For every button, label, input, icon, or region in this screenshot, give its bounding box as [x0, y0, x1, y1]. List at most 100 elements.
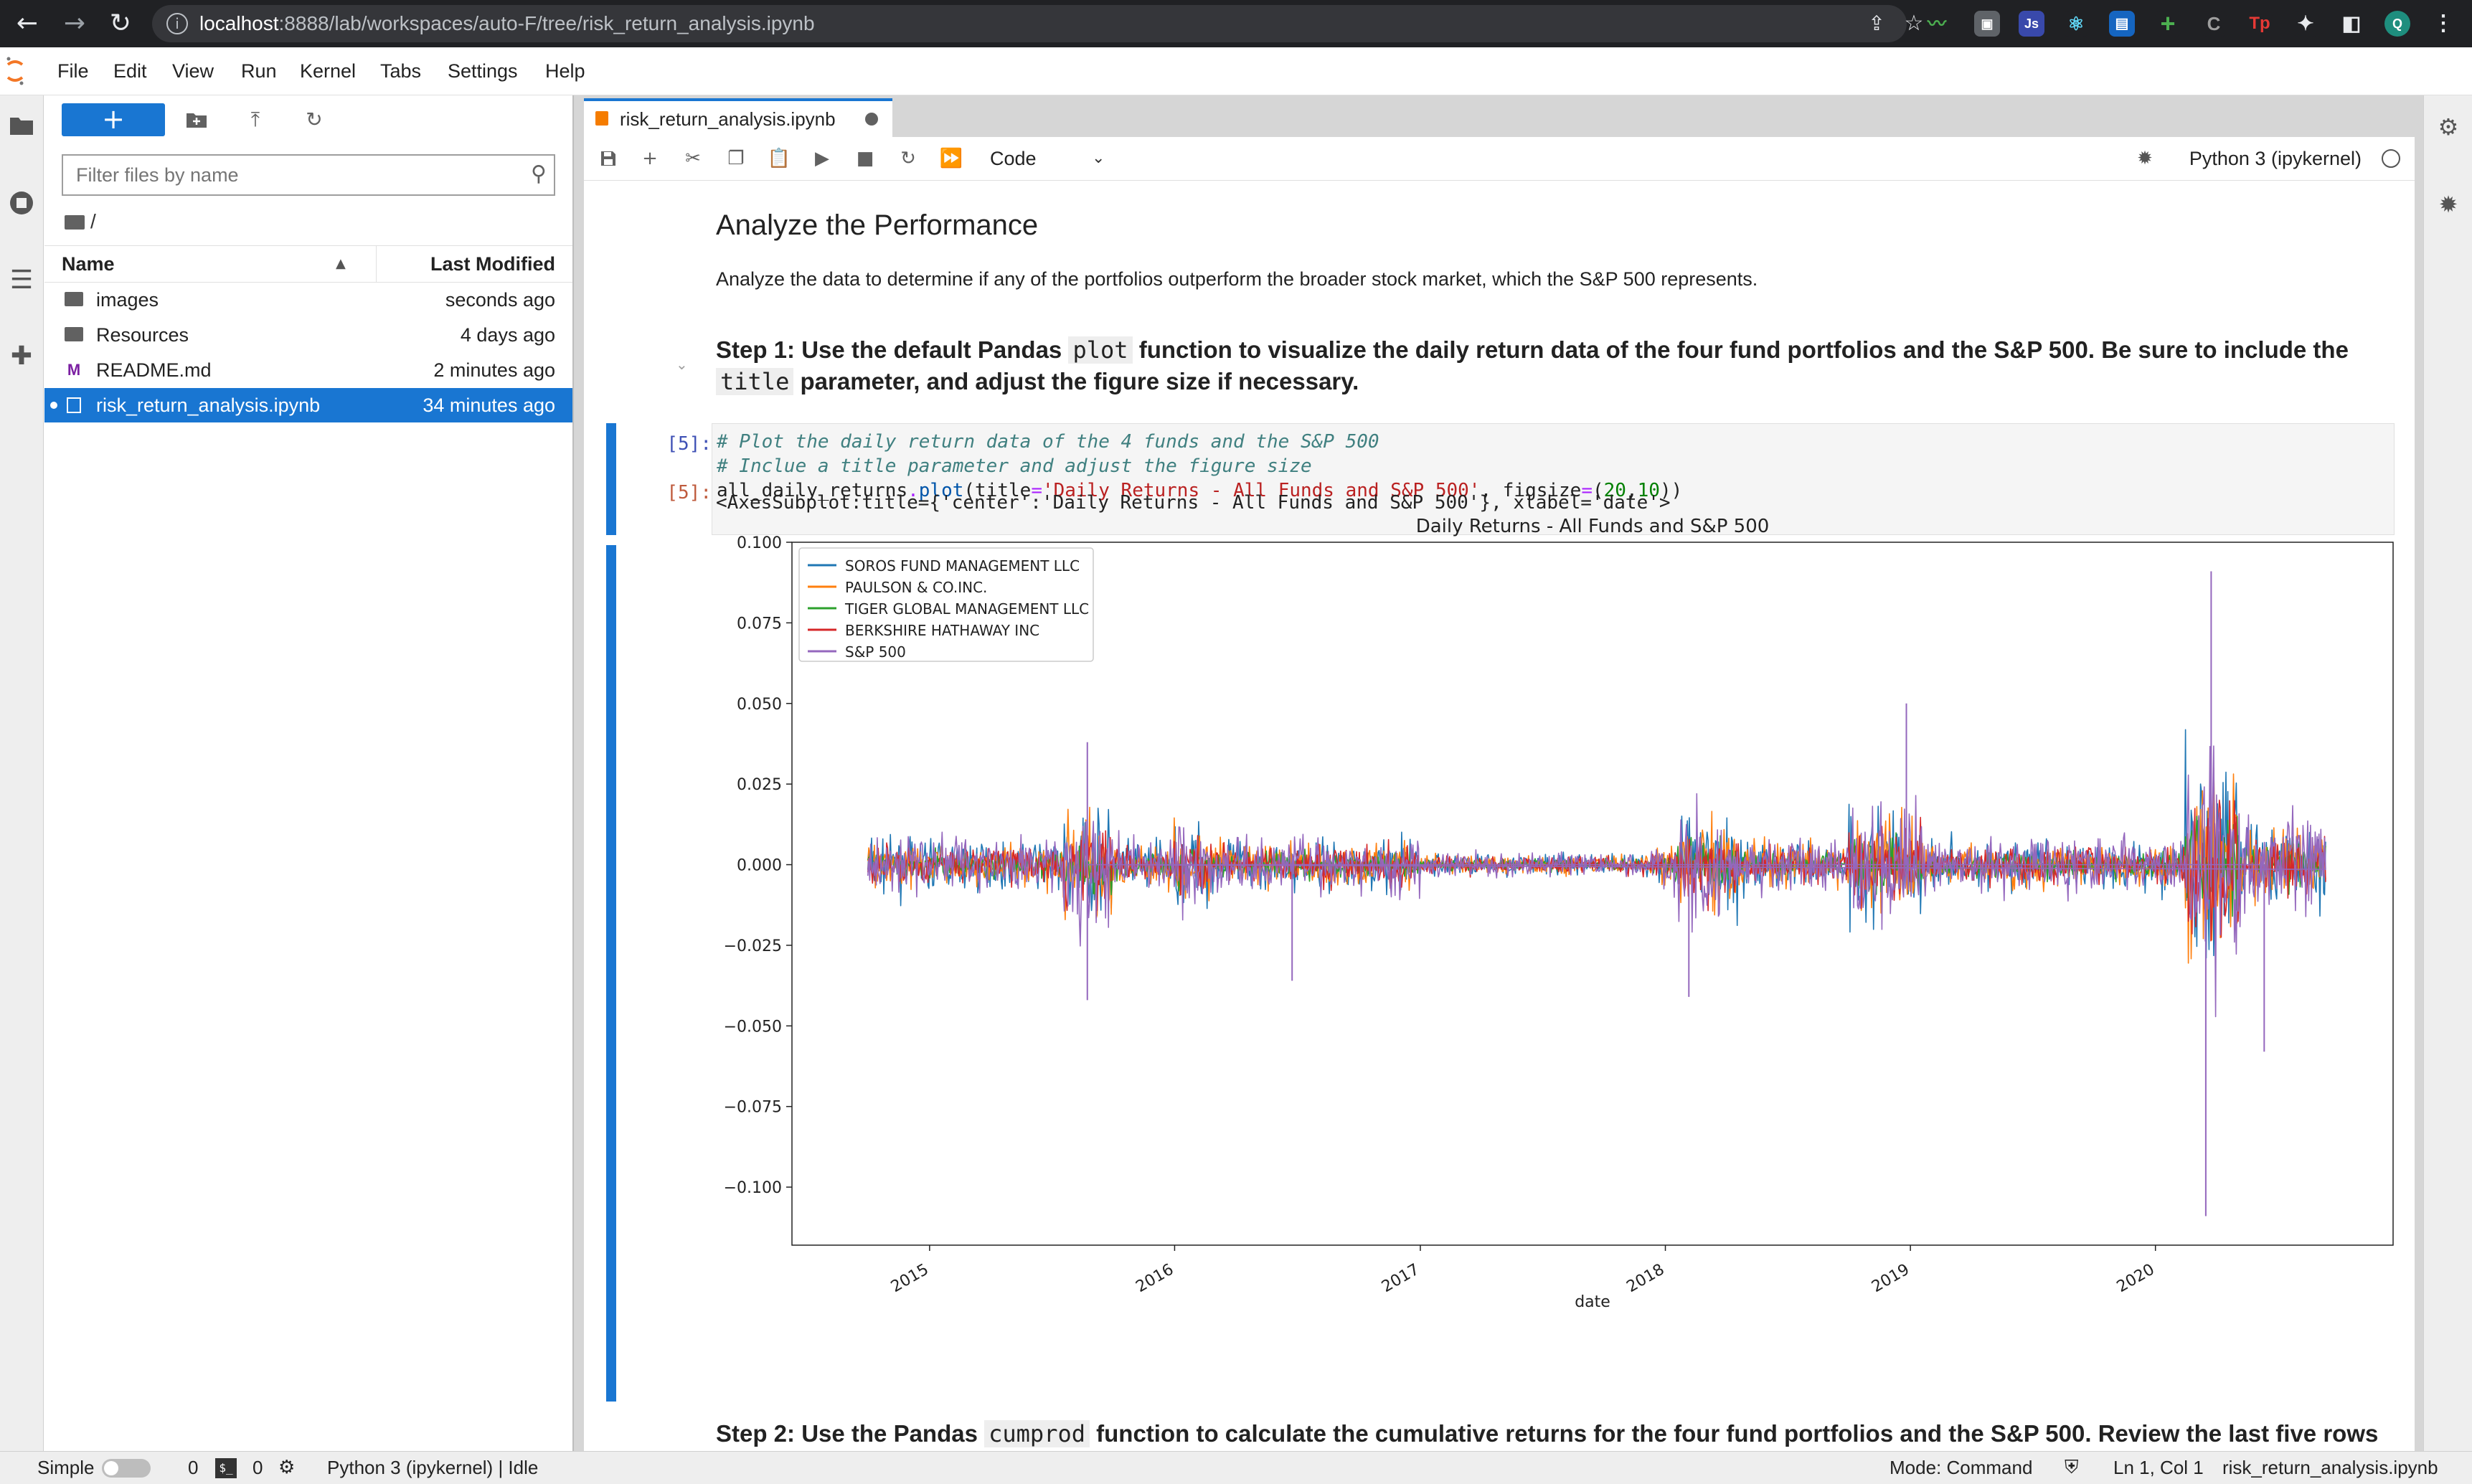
extension-capture-icon[interactable]: ▣ [1974, 11, 2000, 37]
file-name: images [96, 289, 159, 311]
column-last-modified[interactable]: Last Modified [430, 253, 555, 275]
stop-icon[interactable]: ■ [856, 148, 874, 169]
breadcrumb[interactable]: / [65, 206, 96, 237]
kernel-name[interactable]: Python 3 (ipykernel) [2189, 148, 2362, 169]
menu-view[interactable]: View [172, 60, 214, 82]
file-list-header: Name ▲ Last Modified [44, 245, 572, 283]
simple-mode-label: Simple [37, 1457, 95, 1478]
menu-kernel[interactable]: Kernel [300, 60, 357, 82]
forward-icon[interactable]: → [63, 9, 86, 38]
filter-files-input[interactable] [63, 156, 508, 194]
reload-icon[interactable]: ↻ [109, 9, 132, 38]
chart-title: Daily Returns - All Funds and S&P 500 [1416, 516, 1770, 537]
markdown-file-icon: M [67, 361, 81, 379]
extensions-puzzle-icon[interactable]: ✦ [2293, 11, 2318, 37]
filter-files-field[interactable]: ⚲ [62, 154, 555, 196]
legend-label: BERKSHIRE HATHAWAY INC [845, 622, 1039, 639]
insert-cell-icon[interactable]: + [642, 148, 658, 169]
terminals-count[interactable]: 0 [188, 1457, 199, 1478]
cell-collapser-input[interactable] [606, 423, 616, 535]
code-token: (title [963, 480, 1032, 501]
right-sidebar-tabs: ⚙ ✹ [2423, 95, 2472, 1451]
cursor-position[interactable]: Ln 1, Col 1 [2113, 1457, 2204, 1478]
address-bar[interactable]: i localhost:8888/lab/workspaces/auto-F/t… [152, 5, 1923, 42]
unsaved-dot-icon[interactable] [865, 113, 878, 126]
debugger-panel-icon[interactable]: ✹ [2438, 191, 2458, 218]
new-folder-icon[interactable] [182, 105, 211, 134]
share-icon[interactable]: ⇪ [1868, 11, 1885, 35]
extension-react-icon[interactable]: ⚛ [2063, 11, 2089, 37]
refresh-icon[interactable]: ↻ [306, 108, 323, 131]
plot-frame [791, 542, 2394, 1246]
y-tick-label: 0.100 [737, 534, 782, 552]
profile-avatar[interactable]: Q [2384, 11, 2410, 37]
file-row-images[interactable]: images seconds ago [44, 283, 572, 317]
new-launcher-button[interactable]: + [62, 103, 165, 136]
kernel-status-text[interactable]: Python 3 (ipykernel) | Idle [327, 1457, 539, 1478]
file-browser-panel: + ⤒ ↻ ⚲ / Name ▲ Last Modified images se… [44, 95, 574, 1451]
menu-file[interactable]: File [57, 60, 89, 82]
terminal-icon[interactable]: $_ [215, 1458, 237, 1478]
browser-menu-icon[interactable]: ⋮ [2430, 11, 2456, 37]
side-panel-icon[interactable]: ◧ [2339, 11, 2364, 37]
url-text[interactable]: localhost:8888/lab/workspaces/auto-F/tre… [199, 5, 815, 42]
trusted-shield-icon[interactable]: ⛨ [2065, 1457, 2079, 1478]
extension-manager-icon[interactable]: ✚ [10, 341, 33, 371]
cell-type-select[interactable]: Code [990, 148, 1037, 169]
menu-tabs[interactable]: Tabs [380, 60, 422, 82]
simple-mode-toggle[interactable] [102, 1459, 151, 1478]
file-row-risk-return-notebook[interactable]: risk_return_analysis.ipynb 34 minutes ag… [44, 388, 572, 422]
code-line3: all_daily_returns.plot(title='Daily Retu… [717, 480, 1682, 501]
menu-settings[interactable]: Settings [448, 60, 518, 82]
file-modified: 34 minutes ago [423, 394, 555, 416]
save-icon[interactable] [594, 144, 623, 173]
run-icon[interactable]: ▶ [815, 148, 829, 169]
collapse-caret-icon[interactable]: ⌄ [676, 356, 688, 373]
file-browser-icon[interactable] [4, 108, 39, 143]
column-name[interactable]: Name [62, 253, 115, 275]
y-tick-label: 0.050 [737, 696, 782, 714]
debugger-icon[interactable]: ✹ [2137, 148, 2153, 169]
cut-icon[interactable]: ✂ [685, 148, 701, 169]
copy-icon[interactable]: ❐ [727, 148, 745, 169]
table-of-contents-icon[interactable]: ☰ [9, 265, 34, 295]
upload-icon[interactable]: ⤒ [250, 108, 260, 131]
back-icon[interactable]: ← [16, 9, 39, 38]
tab-risk-return-notebook[interactable]: risk_return_analysis.ipynb [584, 98, 892, 137]
series-line-2 [867, 816, 2326, 920]
input-prompt: [5]: [666, 433, 712, 455]
daily-returns-chart: Daily Returns - All Funds and S&P 500 0.1… [724, 516, 2394, 1311]
cell-collapser-output[interactable] [606, 545, 616, 1402]
kernel-sessions-icon[interactable]: ⚙ [278, 1457, 296, 1478]
kernel-idle-status-icon [2382, 149, 2400, 168]
file-modified: seconds ago [445, 289, 555, 311]
restart-icon[interactable]: ↻ [900, 148, 916, 169]
menu-help[interactable]: Help [545, 60, 585, 82]
column-divider[interactable] [376, 246, 377, 282]
extension-js-icon[interactable]: Js [2019, 11, 2044, 37]
y-tick-label: 0.075 [737, 615, 782, 633]
bookmark-star-icon[interactable]: ☆ [1904, 11, 1924, 36]
kernels-count[interactable]: 0 [253, 1457, 263, 1478]
extension-chart-icon[interactable]: ▤ [2109, 11, 2135, 37]
extension-wave-icon[interactable]: 〰 [1924, 11, 1950, 37]
chevron-down-icon[interactable]: ⌄ [1092, 149, 1105, 167]
file-row-readme[interactable]: M README.md 2 minutes ago [44, 353, 572, 387]
site-info-icon[interactable]: i [166, 13, 188, 34]
sort-ascending-icon[interactable]: ▲ [336, 256, 346, 271]
fast-forward-icon[interactable]: ⏩ [939, 148, 963, 169]
menu-run[interactable]: Run [241, 60, 277, 82]
home-folder-icon[interactable] [65, 215, 85, 230]
file-row-resources[interactable]: Resources 4 days ago [44, 318, 572, 352]
running-sessions-icon[interactable] [4, 186, 39, 220]
code-cell-editor[interactable]: # Plot the daily return data of the 4 fu… [712, 423, 2395, 535]
paste-icon[interactable]: 📋 [767, 148, 791, 169]
breadcrumb-root[interactable]: / [90, 210, 96, 232]
step1-text-c: parameter, and adjust the figure size if… [793, 368, 1359, 394]
notebook-content[interactable]: Analyze the Performance Analyze the data… [584, 181, 2415, 1451]
property-inspector-icon[interactable]: ⚙ [2438, 113, 2459, 141]
extension-bracket-icon[interactable]: C [2201, 11, 2227, 37]
extension-plus-icon[interactable]: + [2155, 11, 2181, 37]
menu-edit[interactable]: Edit [113, 60, 147, 82]
extension-tp-icon[interactable]: Tp [2247, 11, 2273, 37]
